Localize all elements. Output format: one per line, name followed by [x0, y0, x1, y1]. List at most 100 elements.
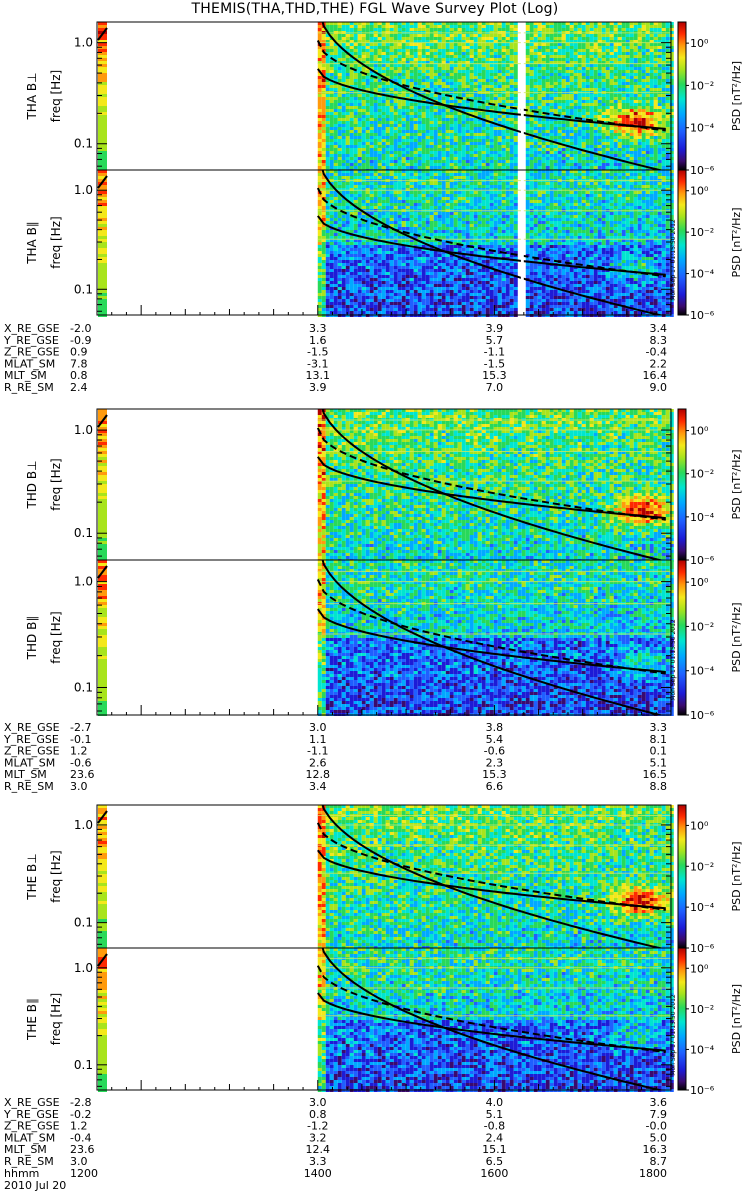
spectrogram-cell: [401, 67, 406, 70]
spectrogram-cell: [357, 106, 362, 109]
spectrogram-cell: [533, 61, 538, 64]
spectrogram-cell: [557, 49, 562, 52]
spectrogram-cell: [417, 139, 422, 142]
spectrogram-cell: [501, 142, 506, 145]
spectrogram-cell: [329, 139, 334, 142]
spectrogram-cell: [665, 34, 670, 37]
spectrogram-cell: [565, 163, 570, 166]
spectrogram-cell: [637, 61, 642, 64]
spectrogram-cell: [453, 28, 458, 31]
spectrogram-cell: [633, 157, 638, 160]
spectrogram-cell: [609, 82, 614, 85]
spectrogram-cell: [569, 133, 574, 136]
spectrogram-cell: [361, 37, 366, 40]
spectrogram-cell: [413, 28, 418, 31]
spectrogram-cell: [577, 106, 582, 109]
spectrogram-cell: [337, 37, 342, 40]
spectrogram-cell: [425, 43, 430, 46]
spectrogram-cell: [509, 52, 514, 55]
spectrogram-cell: [533, 133, 538, 136]
spectrogram-cell: [557, 112, 562, 115]
spectrogram-cell: [417, 46, 422, 49]
spectrogram-cell: [553, 37, 558, 40]
spectrogram-cell: [489, 136, 494, 139]
spectrogram-cell: [409, 127, 414, 130]
spectrogram-cell: [341, 224, 346, 227]
spectrogram-cell: [341, 55, 346, 58]
spectrogram-cell: [453, 40, 458, 43]
spectrogram-cell: [493, 121, 498, 124]
spectrogram-cell: [589, 64, 594, 67]
spectrogram-cell: [545, 130, 550, 133]
spectrogram-cell: [573, 97, 578, 100]
spectrogram-cell: [597, 100, 602, 103]
spectrogram-cell: [429, 160, 434, 163]
spectrogram-cell: [581, 100, 586, 103]
spectrogram-cell: [353, 281, 358, 284]
spectrogram-cell: [409, 37, 414, 40]
spectrogram-cell: [341, 305, 346, 308]
spectrogram-cell: [369, 25, 374, 28]
spectrogram-cell: [425, 94, 430, 97]
spectrogram-cell: [569, 22, 574, 25]
spectrogram-cell: [385, 154, 390, 157]
spectrogram-cell: [605, 148, 610, 151]
spectrogram-cell: [569, 52, 574, 55]
spectrogram-cell: [585, 145, 590, 148]
spectrogram-cell: [509, 163, 514, 166]
spectrogram-cell: [98, 233, 107, 236]
spectrogram-cell: [601, 166, 606, 169]
spectrogram-cell: [325, 100, 330, 103]
spectrogram-cell: [325, 302, 330, 305]
spectrogram-cell: [369, 49, 374, 52]
spectrogram-cell: [469, 55, 474, 58]
spectrogram-cell: [393, 49, 398, 52]
spectrogram-cell: [477, 25, 482, 28]
spectrogram-cell: [329, 127, 334, 130]
spectrogram-cell: [489, 115, 494, 118]
spectrogram-cell: [665, 154, 670, 157]
spectrogram-cell: [549, 52, 554, 55]
spectrogram-cell: [357, 166, 362, 169]
spectrogram-cell: [577, 133, 582, 136]
spectrogram-cell: [321, 260, 326, 263]
spectrogram-cell: [329, 103, 334, 106]
spectrogram-cell: [397, 163, 402, 166]
spectrogram-cell: [389, 28, 394, 31]
spectrogram-cell: [625, 40, 630, 43]
spectrogram-cell: [545, 94, 550, 97]
spectrogram-cell: [377, 34, 382, 37]
spectrogram-cell: [349, 239, 354, 242]
spectrogram-cell: [98, 106, 107, 109]
spectrogram-cell: [345, 130, 350, 133]
spectrogram-cell: [605, 157, 610, 160]
spectrogram-cell: [485, 97, 490, 100]
spectrogram-cell: [489, 118, 494, 121]
spectrogram-cell: [373, 130, 378, 133]
spectrogram-cell: [465, 130, 470, 133]
spectrogram-cell: [493, 97, 498, 100]
spectrogram-cell: [497, 163, 502, 166]
spectrogram-cell: [389, 154, 394, 157]
spectrogram-cell: [613, 28, 618, 31]
spectrogram-cell: [601, 43, 606, 46]
spectrogram-cell: [617, 145, 622, 148]
spectrogram-cell: [645, 103, 650, 106]
spectrogram-cell: [337, 121, 342, 124]
spectrogram-cell: [353, 22, 358, 25]
spectrogram-cell: [397, 142, 402, 145]
spectrogram-cell: [541, 49, 546, 52]
spectrogram-cell: [649, 49, 654, 52]
spectrogram-cell: [525, 151, 530, 154]
spectrogram-cell: [649, 73, 654, 76]
spectrogram-cell: [561, 82, 566, 85]
spectrogram-cell: [573, 112, 578, 115]
spectrogram-cell: [469, 73, 474, 76]
spectrogram-cell: [665, 49, 670, 52]
spectrogram-cell: [545, 121, 550, 124]
spectrogram-cell: [649, 52, 654, 55]
spectrogram-cell: [549, 40, 554, 43]
spectrogram-cell: [397, 43, 402, 46]
spectrogram-cell: [593, 82, 598, 85]
spectrogram-cell: [369, 109, 374, 112]
